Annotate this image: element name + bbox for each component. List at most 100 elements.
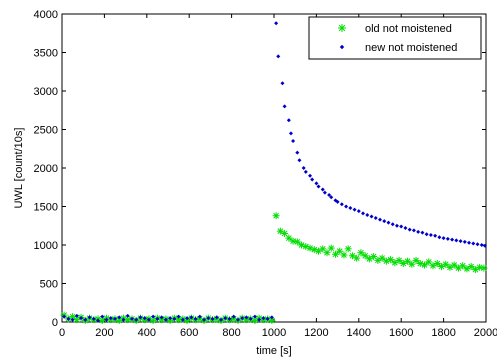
data-point-new — [297, 158, 302, 163]
legend-marker-old — [338, 24, 346, 32]
data-point-new — [320, 187, 325, 192]
y-tick-label: 4000 — [34, 9, 58, 21]
data-point-old — [412, 256, 420, 264]
x-tick-label: 600 — [180, 327, 198, 339]
data-point-new — [248, 316, 253, 321]
data-point-old — [268, 316, 276, 324]
data-point-old — [285, 234, 293, 242]
data-point-old — [293, 238, 301, 246]
data-point-new — [373, 216, 378, 221]
data-point-new — [176, 314, 181, 319]
data-point-new — [129, 316, 134, 321]
data-point-new — [91, 316, 96, 321]
data-point-new — [117, 315, 122, 320]
data-point-new — [83, 317, 88, 322]
data-point-new — [329, 195, 334, 200]
data-point-new — [482, 243, 487, 248]
data-point-new — [420, 230, 425, 235]
data-point-new — [134, 317, 139, 322]
data-point-new — [416, 229, 421, 234]
data-point-old — [331, 250, 339, 258]
data-point-new — [399, 224, 404, 229]
data-point-new — [104, 317, 109, 322]
data-point-old — [344, 245, 352, 253]
data-point-new — [172, 316, 177, 321]
data-point-new — [433, 233, 438, 238]
data-point-new — [125, 313, 130, 318]
data-point-new — [390, 222, 395, 227]
data-point-new — [210, 316, 215, 321]
x-tick-label: 1600 — [389, 327, 413, 339]
x-tick-label: 1800 — [431, 327, 455, 339]
data-point-new — [155, 316, 160, 321]
data-point-old — [421, 261, 429, 269]
data-point-new — [62, 314, 67, 319]
data-point-new — [403, 226, 408, 231]
data-point-new — [274, 21, 279, 26]
y-tick-label: 3500 — [34, 48, 58, 60]
legend-box — [308, 16, 482, 60]
legend: old not moistened new not moistened — [308, 16, 482, 60]
data-point-new — [185, 316, 190, 321]
data-point-new — [356, 209, 361, 214]
data-point-old — [404, 257, 412, 265]
data-point-new — [424, 232, 429, 237]
data-point-new — [214, 315, 219, 320]
y-axis-label: UWL [count/10s] — [13, 128, 25, 209]
data-point-new — [352, 207, 357, 212]
data-point-new — [428, 232, 433, 237]
plot-area — [61, 13, 487, 323]
data-point-old — [361, 252, 369, 260]
x-tick-label: 200 — [95, 327, 113, 339]
data-point-new — [411, 228, 416, 233]
data-point-new — [310, 177, 315, 182]
data-point-new — [394, 223, 399, 228]
y-tick-label: 1500 — [34, 202, 58, 214]
data-point-new — [142, 316, 147, 321]
data-point-new — [151, 314, 156, 319]
data-point-new — [386, 220, 391, 225]
data-point-new — [335, 199, 340, 204]
data-point-new — [168, 316, 173, 321]
data-point-new — [291, 139, 296, 144]
x-tick-label: 800 — [222, 327, 240, 339]
data-point-new — [100, 314, 105, 319]
data-point-new — [327, 192, 332, 197]
data-point-new — [197, 314, 202, 319]
data-point-new — [180, 317, 185, 322]
data-point-old — [450, 261, 458, 269]
data-point-old — [340, 251, 348, 259]
y-tick-label: 1000 — [34, 240, 58, 252]
data-point-new — [108, 316, 113, 321]
data-point-new — [450, 237, 455, 242]
data-point-old — [395, 256, 403, 264]
data-point-new — [121, 317, 126, 322]
data-point-new — [441, 236, 446, 241]
data-point-old — [387, 256, 395, 264]
legend-label-old: old not moistened — [365, 23, 452, 35]
data-point-new — [316, 184, 321, 189]
x-tick-label: 1000 — [262, 327, 286, 339]
data-point-old — [467, 263, 475, 271]
data-point-new — [282, 104, 287, 109]
data-point-old — [242, 316, 250, 324]
data-point-new — [295, 150, 300, 155]
data-point-new — [219, 317, 223, 322]
data-point-old — [433, 259, 441, 267]
data-point-new — [308, 173, 313, 178]
data-point-new — [96, 318, 101, 323]
data-point-new — [261, 316, 266, 321]
data-point-old — [166, 316, 174, 324]
legend-label-new: new not moistened — [365, 42, 457, 54]
data-point-new — [231, 314, 236, 319]
data-point-new — [339, 202, 344, 207]
data-point-new — [369, 214, 374, 219]
data-point-new — [269, 315, 274, 320]
data-point-old — [429, 262, 437, 270]
data-point-new — [462, 239, 467, 244]
data-point-new — [322, 190, 327, 195]
data-point-old — [281, 229, 289, 237]
x-tick-label: 0 — [59, 327, 65, 339]
data-point-old — [480, 264, 488, 272]
